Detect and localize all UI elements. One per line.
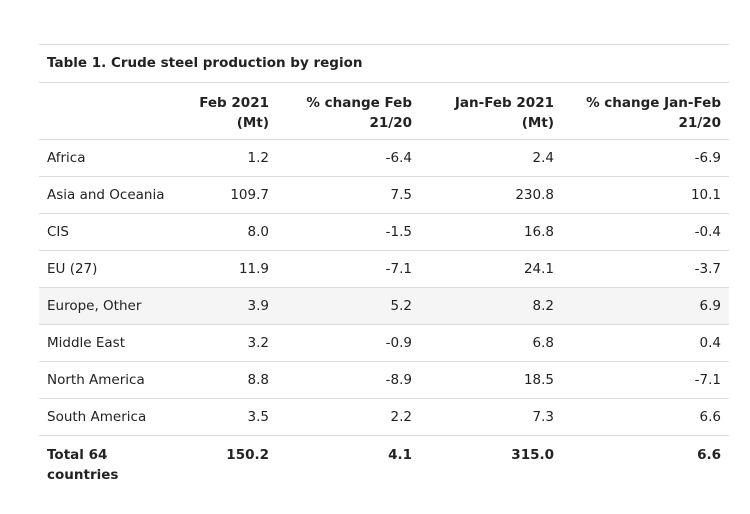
table-row: South America 3.5 2.2 7.3 6.6 — [39, 399, 729, 436]
header-line: 21/20 — [678, 115, 721, 131]
jan-feb-2021-cell: 7.3 — [532, 409, 554, 425]
feb-2021-cell: 8.8 — [247, 372, 269, 388]
pct-jan-feb-cell: -3.7 — [694, 261, 721, 277]
header-line: (Mt) — [521, 115, 554, 131]
pct-jan-feb-cell: -0.4 — [694, 224, 721, 240]
feb-2021-cell: 109.7 — [230, 187, 269, 203]
header-line: % change Jan-Feb — [586, 95, 721, 111]
header-line: 21/20 — [369, 115, 412, 131]
pct-jan-feb-cell: -7.1 — [694, 372, 721, 388]
jan-feb-2021-cell: 8.2 — [532, 298, 554, 314]
table-row: Asia and Oceania 109.7 7.5 230.8 10.1 — [39, 177, 729, 214]
header-line: % change Feb — [306, 95, 412, 111]
total-label-line: Total 64 — [47, 447, 108, 463]
feb-2021-cell: 3.2 — [247, 335, 269, 351]
header-line: (Mt) — [236, 115, 269, 131]
table-row: Middle East 3.2 -0.9 6.8 0.4 — [39, 325, 729, 362]
feb-2021-cell: 8.0 — [247, 224, 269, 240]
table-row: EU (27) 11.9 -7.1 24.1 -3.7 — [39, 251, 729, 288]
header-line: Jan-Feb 2021 — [454, 95, 554, 111]
table-caption: Table 1. Crude steel production by regio… — [39, 45, 729, 83]
pct-feb-cell: -7.1 — [385, 261, 412, 277]
table-header-row: Feb 2021 (Mt) % change Feb 21/20 Jan-Feb… — [39, 83, 729, 140]
region-cell: Middle East — [47, 335, 126, 351]
jan-feb-2021-cell: 18.5 — [523, 372, 554, 388]
table-row: Africa 1.2 -6.4 2.4 -6.9 — [39, 140, 729, 177]
pct-feb-cell: 2.2 — [390, 409, 412, 425]
table-total-row: Total 64 countries 150.2 4.1 315.0 6.6 — [39, 436, 729, 488]
table-row: Europe, Other 3.9 5.2 8.2 6.9 — [39, 288, 729, 325]
total-pct-feb: 4.1 — [388, 447, 412, 463]
total-region-cell: Total 64 countries — [39, 436, 159, 485]
header-line: Feb 2021 — [199, 95, 269, 111]
region-cell: North America — [47, 372, 145, 388]
pct-feb-cell: 5.2 — [390, 298, 412, 314]
pct-feb-cell: 7.5 — [390, 187, 412, 203]
feb-2021-cell: 11.9 — [238, 261, 269, 277]
table-row: North America 8.8 -8.9 18.5 -7.1 — [39, 362, 729, 399]
feb-2021-cell: 1.2 — [247, 150, 269, 166]
total-jan-feb-2021: 315.0 — [511, 447, 554, 463]
region-cell: CIS — [47, 224, 69, 240]
feb-2021-cell: 3.9 — [247, 298, 269, 314]
header-region — [39, 83, 189, 93]
total-pct-jan-feb: 6.6 — [697, 447, 721, 463]
production-table: Table 1. Crude steel production by regio… — [39, 44, 729, 488]
pct-jan-feb-cell: 0.4 — [699, 335, 721, 351]
jan-feb-2021-cell: 2.4 — [532, 150, 554, 166]
total-label-line: countries — [47, 467, 119, 483]
region-cell: South America — [47, 409, 147, 425]
jan-feb-2021-cell: 24.1 — [523, 261, 554, 277]
feb-2021-cell: 3.5 — [247, 409, 269, 425]
jan-feb-2021-cell: 16.8 — [523, 224, 554, 240]
region-cell: EU (27) — [47, 261, 98, 277]
header-pct-feb: % change Feb 21/20 — [269, 83, 412, 133]
pct-feb-cell: -6.4 — [385, 150, 412, 166]
jan-feb-2021-cell: 230.8 — [515, 187, 554, 203]
jan-feb-2021-cell: 6.8 — [532, 335, 554, 351]
region-cell: Asia and Oceania — [47, 187, 165, 203]
pct-feb-cell: -1.5 — [385, 224, 412, 240]
region-cell: Europe, Other — [47, 298, 142, 314]
pct-jan-feb-cell: 6.6 — [699, 409, 721, 425]
table-body: Africa 1.2 -6.4 2.4 -6.9 Asia and Oceania 109.… — [39, 140, 729, 436]
pct-feb-cell: -0.9 — [385, 335, 412, 351]
table-row: CIS 8.0 -1.5 16.8 -0.4 — [39, 214, 729, 251]
header-jan-feb-2021: Jan-Feb 2021 (Mt) — [412, 83, 554, 133]
pct-jan-feb-cell: -6.9 — [694, 150, 721, 166]
pct-jan-feb-cell: 6.9 — [699, 298, 721, 314]
pct-jan-feb-cell: 10.1 — [690, 187, 721, 203]
total-feb-2021: 150.2 — [226, 447, 269, 463]
header-feb-2021: Feb 2021 (Mt) — [189, 83, 269, 133]
region-cell: Africa — [47, 150, 86, 166]
pct-feb-cell: -8.9 — [385, 372, 412, 388]
header-pct-jan-feb: % change Jan-Feb 21/20 — [554, 83, 721, 133]
